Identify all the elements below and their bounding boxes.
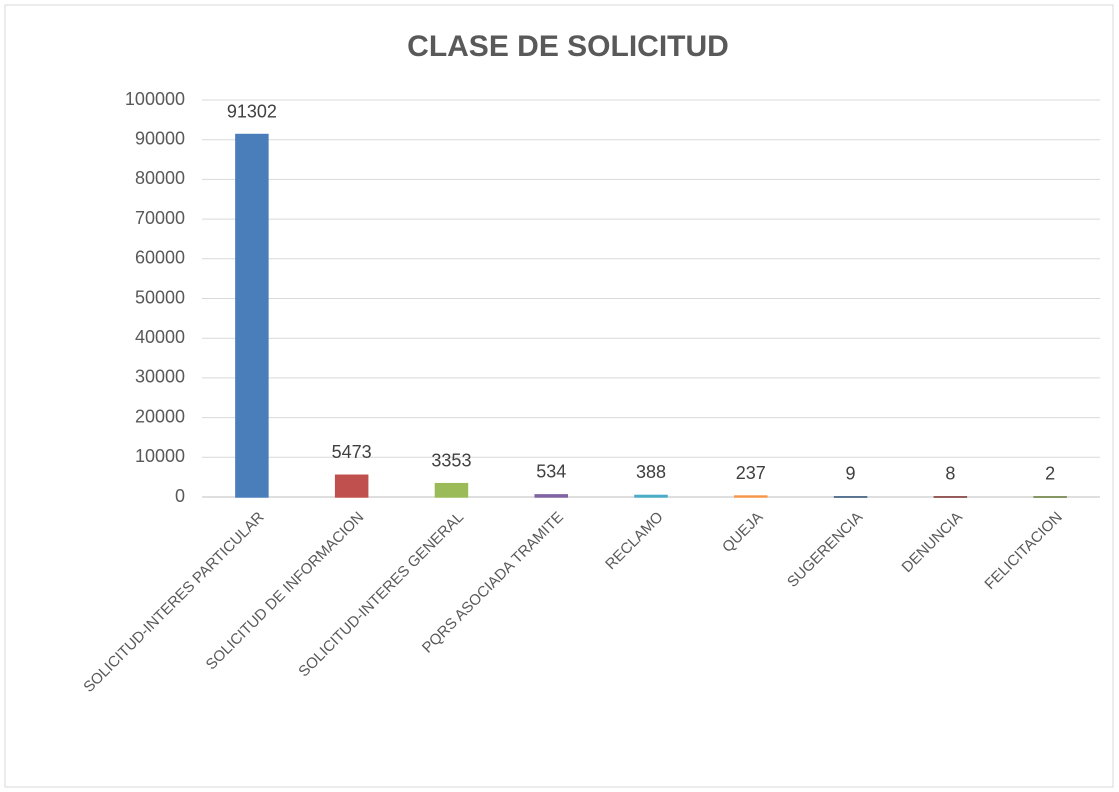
y-tick-label: 90000 bbox=[135, 128, 185, 148]
chart-border bbox=[4, 4, 1114, 788]
data-label: 237 bbox=[736, 463, 766, 483]
y-tick-label: 50000 bbox=[135, 287, 185, 307]
y-tick-label: 40000 bbox=[135, 327, 185, 347]
y-tick-label: 30000 bbox=[135, 367, 185, 387]
data-label: 9 bbox=[846, 464, 856, 484]
data-label: 3353 bbox=[431, 450, 471, 470]
bar bbox=[334, 474, 369, 498]
y-tick-label: 80000 bbox=[135, 168, 185, 188]
chart-title: CLASE DE SOLICITUD bbox=[407, 30, 729, 63]
data-label: 8 bbox=[945, 464, 955, 484]
data-label: 388 bbox=[636, 462, 666, 482]
y-tick-label: 100000 bbox=[125, 89, 185, 109]
data-label: 91302 bbox=[227, 101, 277, 121]
bar bbox=[434, 482, 469, 498]
bar bbox=[634, 494, 668, 498]
y-tick-label: 10000 bbox=[135, 446, 185, 466]
y-tick-label: 20000 bbox=[135, 406, 185, 426]
bar bbox=[734, 495, 768, 498]
bar bbox=[235, 133, 269, 498]
data-label: 2 bbox=[1045, 464, 1055, 484]
y-tick-label: 0 bbox=[175, 486, 185, 506]
data-label: 5473 bbox=[332, 442, 372, 462]
y-tick-label: 70000 bbox=[135, 208, 185, 228]
y-tick-label: 60000 bbox=[135, 248, 185, 268]
data-label: 534 bbox=[536, 462, 566, 482]
bar bbox=[534, 494, 568, 498]
